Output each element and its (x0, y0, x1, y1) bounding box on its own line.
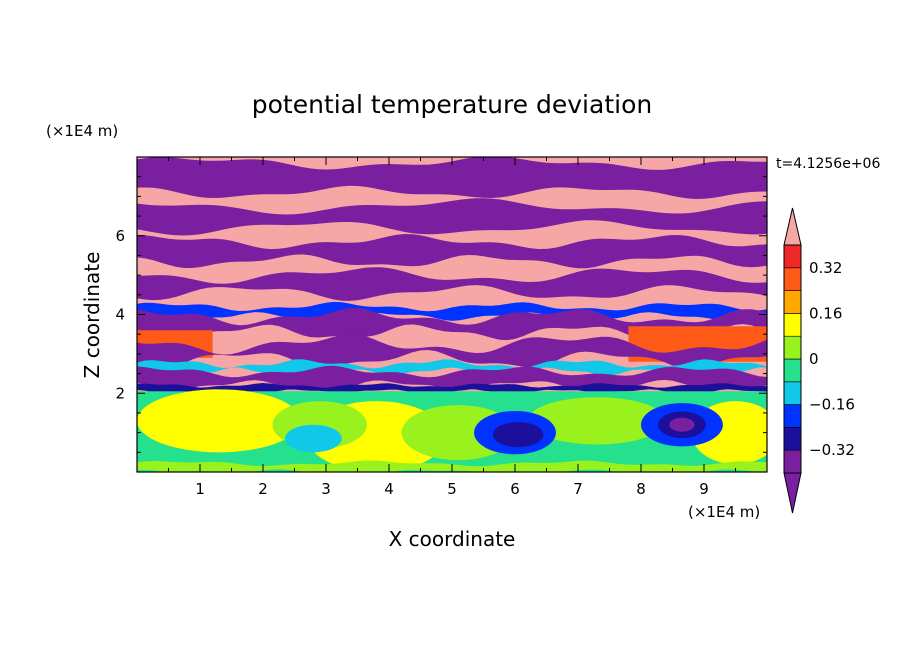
colorbar-swatch (783, 244, 802, 269)
lower-lime-3 (527, 397, 667, 445)
colorbar-swatch (783, 427, 802, 451)
colorbar-over-triangle (783, 207, 802, 246)
x-tick-label: 6 (510, 480, 520, 498)
lower-navy-eddy (492, 421, 544, 448)
mid-navy-line (137, 383, 767, 394)
y-tick-label: 6 (115, 227, 125, 245)
colorbar-swatch (783, 335, 802, 360)
colorbar-label: −0.32 (809, 441, 855, 459)
time-label: t=4.1256e+06 (776, 156, 880, 172)
x-tick-label: 1 (195, 480, 205, 498)
mid-cyan-line (137, 359, 767, 376)
lower-cyan-eddy (285, 424, 342, 453)
colorbar-label: 0 (809, 350, 819, 368)
colorbar-label: −0.16 (809, 396, 855, 414)
colorbar-swatch (783, 313, 802, 337)
contour-field (137, 157, 767, 472)
right-purple-core (669, 417, 695, 432)
x-axis-title: X coordinate (389, 527, 516, 551)
colorbar-frame (783, 244, 802, 474)
chart-title: potential temperature deviation (252, 90, 652, 119)
y-tick-label: 2 (115, 384, 125, 402)
colorbar-label: 0.16 (809, 304, 842, 322)
mid-blue-line-1 (137, 301, 767, 321)
y-tick-label: 4 (115, 306, 125, 324)
upper-band-2 (137, 198, 767, 236)
x-tick-label: 4 (384, 480, 394, 498)
upper-band-1 (137, 157, 767, 199)
x-tick-label: 5 (447, 480, 457, 498)
colorbar-swatch (783, 404, 802, 428)
x-tick-label: 9 (699, 480, 709, 498)
colorbar-swatch (783, 358, 802, 383)
x-tick-label: 2 (258, 480, 268, 498)
upper-band-3 (137, 234, 767, 269)
colorbar-swatch (783, 381, 802, 405)
colorbar-swatch (783, 449, 802, 474)
x-tick-label: 3 (321, 480, 331, 498)
colorbar: 0.32 0.16 0 −0.16 −0.32 (783, 207, 855, 514)
colorbar-label: 0.32 (809, 259, 842, 277)
colorbar-under-triangle (783, 472, 802, 514)
colorbar-swatch (783, 290, 802, 314)
y-axis-title: Z coordinate (80, 252, 104, 379)
x-unit-label: (×1E4 m) (688, 503, 760, 521)
plot-area: 1 2 3 4 5 6 7 8 9 2 4 6 (115, 156, 768, 498)
mid-band-1 (137, 307, 767, 341)
lower-yellow-1 (137, 389, 301, 453)
colorbar-swatch (783, 267, 802, 291)
x-tick-label: 7 (573, 480, 583, 498)
upper-band-4 (137, 267, 767, 301)
y-unit-label: (×1E4 m) (46, 122, 118, 140)
x-tick-label: 8 (636, 480, 646, 498)
